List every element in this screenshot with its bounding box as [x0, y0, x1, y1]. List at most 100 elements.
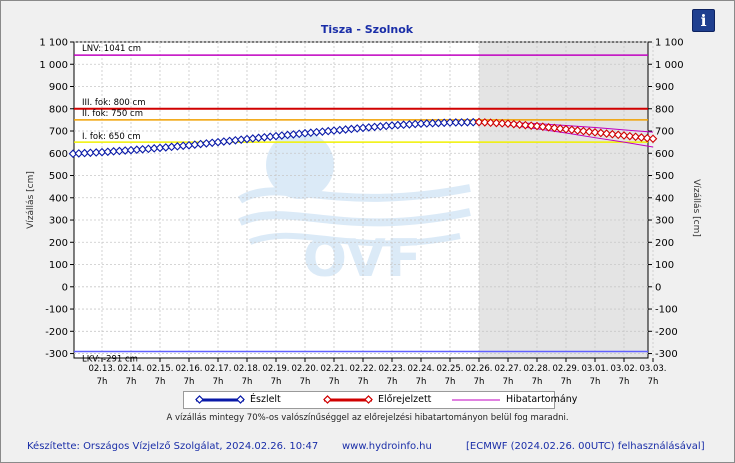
forecast-data-point: [561, 124, 571, 134]
observed-data-point: [91, 148, 101, 157]
forecast-data-point: [509, 119, 519, 129]
observed-data-point: [173, 142, 182, 151]
forecast-data-point: [474, 117, 484, 127]
x-tick-date-label: 02.13.: [88, 364, 115, 374]
x-tick-hour-label: 7h: [97, 377, 108, 387]
x-tick-hour-label: 7h: [590, 377, 601, 387]
reference-line-label: III. fok: 800 cm: [82, 98, 145, 108]
observed-data-point: [312, 127, 321, 137]
chart-title: Tisza - Szolnok: [321, 23, 414, 36]
x-tick-hour-label: 7h: [242, 377, 253, 387]
y-tick-label: 900: [49, 82, 68, 93]
footer-model-note: [ECMWF (2024.02.26. 00UTC) felhasználásá…: [466, 441, 705, 452]
y-tick-label: 200: [49, 238, 68, 249]
chart-legend: Észlelt Előrejelzett Hibatartomány: [183, 391, 577, 409]
forecast-data-point: [526, 121, 536, 130]
info-icon[interactable]: i: [692, 9, 715, 32]
observed-data-point: [86, 148, 95, 158]
observed-data-point: [468, 117, 478, 127]
x-tick-hour-label: 7h: [126, 377, 137, 387]
y-tick-label-right: 800: [655, 104, 674, 115]
y-tick-label: 1 000: [39, 60, 68, 71]
x-tick-hour-label: 7h: [532, 377, 543, 387]
forecast-data-point: [550, 123, 559, 133]
observed-data-point: [434, 118, 443, 128]
observed-data-point: [202, 139, 211, 148]
y-tick-label: 1 100: [39, 38, 68, 49]
footer-website-link[interactable]: www.hydroinfo.hu: [342, 441, 432, 452]
y-tick-label-right: 700: [655, 127, 674, 138]
legend-error-range-label: Hibatartomány: [506, 394, 578, 405]
forecast-data-point: [521, 120, 530, 130]
forecast-region: [479, 42, 648, 358]
forecast-data-point: [492, 118, 501, 128]
y-tick-label: 400: [49, 193, 68, 204]
watermark-wave: [248, 232, 461, 247]
observed-data-point: [132, 145, 142, 155]
observed-data-point: [393, 120, 403, 130]
y-tick-label-right: 100: [655, 260, 674, 271]
forecast-data-point: [596, 128, 606, 138]
x-tick-date-label: 02.20.: [291, 364, 318, 374]
x-tick-hour-label: 7h: [155, 377, 166, 387]
y-tick-label-right: 400: [655, 193, 674, 204]
observed-data-point: [115, 146, 124, 156]
observed-data-point: [289, 130, 298, 139]
observed-data-point: [405, 120, 414, 129]
observed-data-point: [265, 132, 275, 142]
watermark-wave: [237, 184, 471, 204]
observed-data-point: [97, 147, 107, 157]
x-tick-hour-label: 7h: [648, 377, 659, 387]
forecast-data-point: [532, 121, 542, 131]
observed-data-point: [381, 121, 391, 131]
x-tick-hour-label: 7h: [474, 377, 485, 387]
x-tick-hour-label: 7h: [184, 377, 195, 387]
observed-data-point: [248, 134, 258, 143]
observed-data-point: [167, 142, 176, 152]
legend-item-error-range: Hibatartomány: [450, 394, 577, 406]
y-tick-label-right: 500: [655, 171, 674, 182]
observed-data-point: [231, 135, 240, 145]
observed-data-point: [120, 146, 130, 155]
x-tick-hour-label: 7h: [300, 377, 311, 387]
legend-forecast-swatch: [323, 395, 373, 404]
observed-data-point: [387, 121, 397, 130]
observed-data-point: [225, 136, 234, 146]
observed-data-point: [178, 141, 188, 151]
x-tick-hour-label: 7h: [213, 377, 224, 387]
observed-data-point: [323, 126, 333, 136]
x-tick-date-label: 03.01.: [581, 364, 608, 374]
forecast-data-point: [642, 133, 652, 143]
reference-line-label: LKV: -291 cm: [82, 355, 138, 365]
forecast-data-point: [503, 119, 513, 128]
x-tick-hour-label: 7h: [503, 377, 514, 387]
observed-data-point: [364, 123, 374, 132]
observed-data-point: [428, 118, 437, 128]
observed-data-point: [335, 125, 345, 135]
observed-data-point: [207, 138, 217, 148]
observed-data-point: [463, 117, 472, 127]
x-tick-date-label: 02.22.: [349, 364, 376, 374]
observed-data-point: [236, 135, 246, 144]
observed-data-point: [149, 144, 159, 153]
forecast-data-point: [538, 122, 548, 132]
legend-item-forecast: Előrejelzett: [322, 394, 442, 406]
y-tick-label: 600: [49, 149, 68, 160]
observed-data-point: [144, 144, 153, 154]
forecast-data-point: [480, 118, 490, 127]
observed-data-point: [329, 126, 339, 135]
forecast-data-point: [567, 125, 577, 135]
x-tick-date-label: 03.03.: [639, 364, 666, 374]
y-axis-label-left: Vízállás [cm]: [26, 171, 36, 229]
observed-data-point: [277, 131, 287, 140]
forecast-data-point: [648, 134, 658, 144]
observed-data-point: [254, 133, 263, 143]
observed-data-point: [370, 122, 379, 132]
y-tick-label-right: -100: [655, 305, 678, 316]
observed-data-point: [196, 139, 205, 149]
forecast-data-point: [544, 123, 553, 132]
observed-data-point: [68, 149, 78, 159]
y-tick-label: 0: [62, 282, 68, 293]
x-tick-date-label: 02.19.: [262, 364, 289, 374]
watermark-text: OVF: [303, 229, 422, 289]
